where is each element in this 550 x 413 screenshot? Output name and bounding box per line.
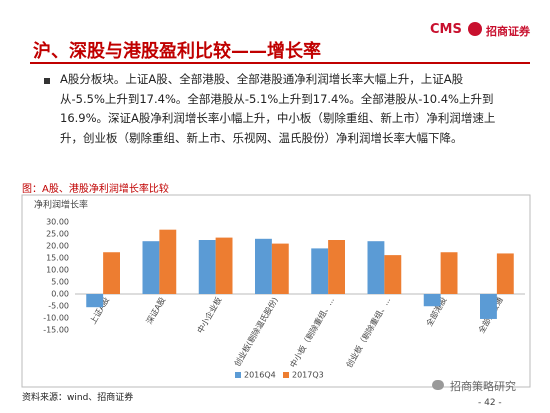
y-tick-label: 0.00 [51,290,69,299]
bar [159,229,177,294]
logo-icon [468,22,482,36]
legend-swatch [235,372,241,378]
y-tick-label: -5.00 [48,302,69,311]
bar [86,294,104,308]
bar [384,255,402,294]
y-tick-label: 30.00 [46,218,69,227]
y-tick-label: 25.00 [46,230,69,239]
company-name: 招商证券 [486,25,530,38]
figure-caption: 图：A股、港股净利润增长率比较 [22,184,169,195]
page-number: - 42 - [478,398,502,408]
bar [255,238,272,294]
bar [440,252,458,294]
legend-label: 2016Q4 [244,371,276,380]
y-tick-label: 20.00 [46,242,69,251]
bar [103,252,120,294]
bar [142,241,160,294]
bullet-text: A股分板块。上证A股、全部港股、全部港股通净利润增长率大幅上升，上证A股从-5.… [60,72,496,145]
x-tick-label: 创业板(剔除温氏股份) [232,295,280,368]
y-tick-label: 15.00 [46,254,69,263]
bar [328,240,345,294]
y-tick-label: 10.00 [46,266,69,275]
bar [198,240,216,294]
x-tick-label: 深证A股 [145,296,168,326]
x-tick-label: 创业板（剔除重组、... [344,295,392,369]
watermark: 招商策略研究 [450,380,516,393]
x-tick-label: 中小板（剔除重组、... [288,295,336,369]
slide-title: 沪、深股与港股盈利比较——增长率 [33,41,321,62]
bar [367,241,385,294]
logo: CMS [430,22,462,37]
y-tick-label: -15.00 [43,326,69,335]
bar [423,294,441,307]
y-tick-label: -10.00 [43,314,69,323]
bullet-marker [44,78,50,84]
source: 资料来源：wind、招商证券 [22,393,134,403]
bar [480,294,497,319]
bar [215,237,233,294]
bar [311,248,329,294]
wechat-icon [432,380,444,390]
legend-swatch [283,372,289,378]
x-tick-label: 中小企业板 [195,295,224,335]
chart-title: 净利润增长率 [34,199,88,211]
chart-frame [21,194,531,388]
title-rule [30,62,530,64]
bar [271,243,289,294]
legend-label: 2017Q3 [292,371,324,380]
y-tick-label: 5.00 [51,278,69,287]
bar [496,253,514,294]
